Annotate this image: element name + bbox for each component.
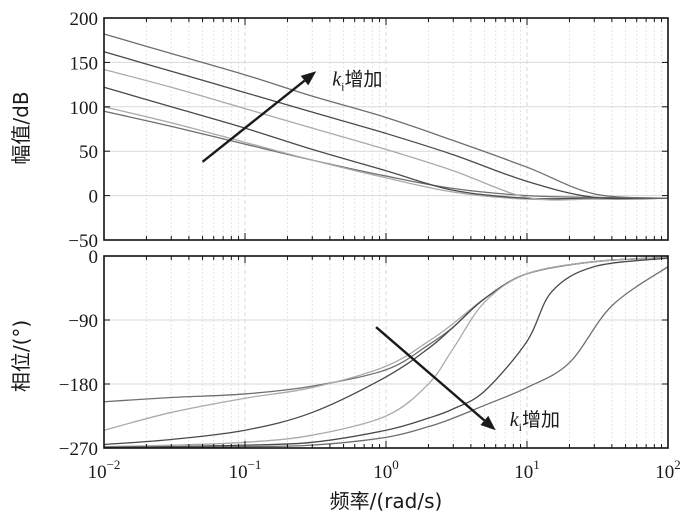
magnitude-ytick-label: 100	[70, 98, 99, 119]
phase-ytick-label: −270	[59, 439, 98, 460]
magnitude-ytick-label: 50	[79, 142, 98, 163]
phase-xtick-label: 101	[514, 457, 540, 483]
phase-xtick-label: 102	[655, 457, 681, 483]
magnitude-series-4	[103, 68, 669, 201]
phase-xtick-label: 100	[373, 457, 399, 483]
magnitude-grid	[104, 18, 668, 240]
magnitude-ylabel: 幅值/dB	[9, 91, 33, 164]
phase-ytick-label: 0	[89, 247, 99, 268]
phase-xtick-label: 10−2	[88, 457, 121, 483]
magnitude-series-5	[103, 51, 669, 200]
magnitude-ki-arrow-shaft	[201, 79, 306, 163]
phase-xtick-label: 10−1	[229, 457, 262, 483]
magnitude-series-1	[103, 110, 669, 199]
magnitude-panel: −50 0 50 100 150 200 ki增加	[68, 9, 669, 252]
magnitude-ytick-label: 150	[70, 53, 99, 74]
phase-ytick-label: −90	[68, 311, 98, 332]
phase-ticks: −270 −180 −90 0 10−2 10−1 100 101 102	[59, 247, 681, 483]
phase-ki-arrowhead	[480, 415, 496, 431]
phase-ki-arrow	[375, 326, 496, 431]
magnitude-ytick-label: 0	[89, 187, 99, 208]
magnitude-ki-label: ki增加	[332, 68, 382, 93]
phase-panel: −270 −180 −90 0 10−2 10−1 100 101 102 ki增加	[59, 247, 681, 483]
magnitude-series-6	[103, 33, 669, 199]
phase-ytick-label: −180	[59, 375, 98, 396]
phase-grid	[104, 256, 668, 448]
magnitude-ki-arrowhead	[300, 71, 317, 86]
phase-ki-arrow-shaft	[375, 326, 486, 422]
magnitude-ticks: −50 0 50 100 150 200	[68, 9, 669, 252]
phase-ki-label: ki增加	[510, 409, 560, 434]
frequency-xlabel: 频率/(rad/s)	[330, 489, 443, 513]
magnitude-series-3	[103, 86, 668, 200]
phase-ylabel: 相位/(°)	[9, 320, 33, 392]
magnitude-ki-arrow	[201, 71, 317, 163]
phase-series-4	[103, 256, 669, 448]
magnitude-ytick-label: 200	[70, 9, 99, 30]
magnitude-series-group	[103, 33, 669, 201]
magnitude-ytick-label: −50	[68, 231, 98, 252]
